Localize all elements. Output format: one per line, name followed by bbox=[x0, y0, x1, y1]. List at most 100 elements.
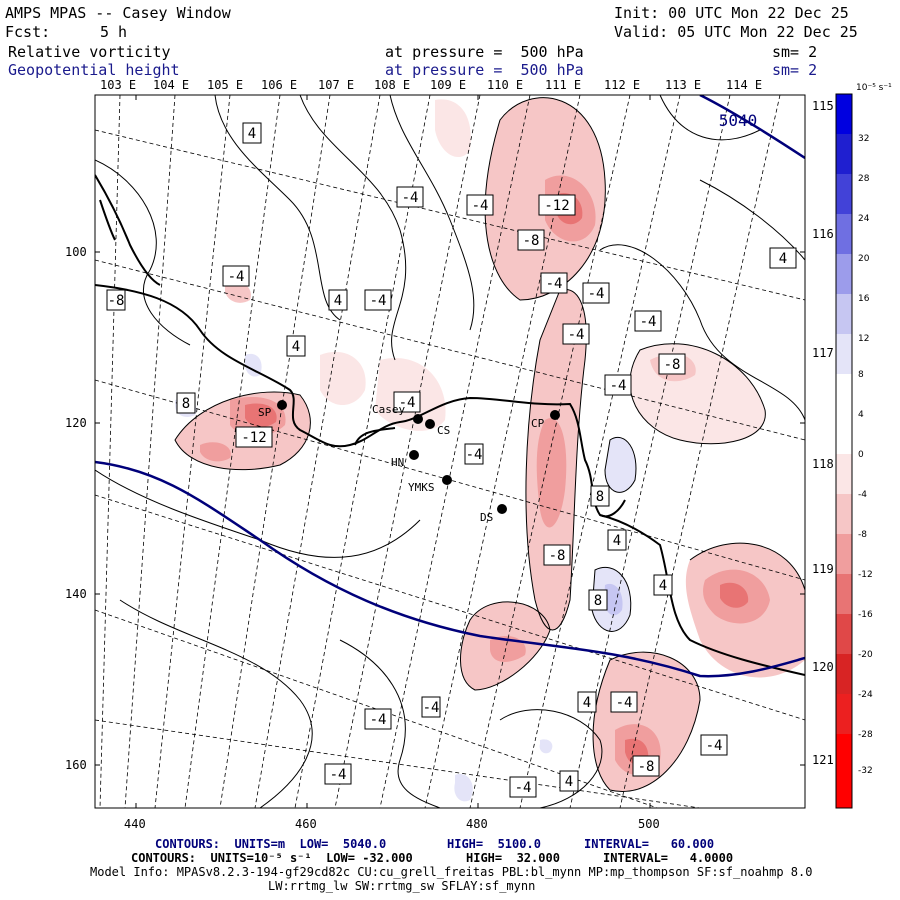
svg-text:-8: -8 bbox=[108, 293, 125, 309]
field2-smoothing: sm= 2 bbox=[772, 61, 818, 79]
colorbar bbox=[835, 93, 853, 809]
svg-text:8: 8 bbox=[596, 489, 604, 505]
coastline bbox=[95, 174, 805, 676]
field1-name: Relative vorticity bbox=[8, 43, 171, 61]
svg-text:-4: -4 bbox=[610, 378, 627, 394]
svg-text:HN: HN bbox=[391, 456, 404, 469]
colorbar-label: -8 bbox=[858, 530, 867, 540]
colorbar-label: -12 bbox=[858, 570, 873, 580]
colorbar-label: 20 bbox=[858, 254, 870, 264]
vort-label: -4 bbox=[393, 391, 421, 413]
map-plot-area: 4 -4 -4 -4 -12 -8 -4 -4 -4 4 -4 4 -4 -8 … bbox=[95, 95, 805, 808]
vort-label: -4 bbox=[396, 186, 424, 208]
vort-label: 4 bbox=[286, 335, 306, 357]
vort-label: -4 bbox=[466, 194, 494, 216]
geo-label: 5040 bbox=[719, 111, 758, 130]
field2-name: Geopotential height bbox=[8, 61, 180, 79]
station-cs[interactable]: CS bbox=[425, 419, 450, 437]
lon-label: 107 E bbox=[318, 78, 354, 92]
station-sp[interactable]: SP bbox=[258, 400, 287, 419]
svg-text:YMKS: YMKS bbox=[408, 481, 435, 494]
colorbar-label: 8 bbox=[858, 370, 864, 380]
latlon-grid bbox=[95, 95, 805, 808]
lon-label: 110 E bbox=[487, 78, 523, 92]
svg-text:-4: -4 bbox=[515, 780, 532, 796]
lon-label: 105 E bbox=[207, 78, 243, 92]
y-tick-label: 120 bbox=[65, 416, 87, 430]
lon-label: 104 E bbox=[153, 78, 189, 92]
vort-label: 4 bbox=[242, 122, 262, 144]
plot-frame bbox=[94, 94, 806, 809]
station-ymks[interactable]: YMKS bbox=[408, 475, 452, 494]
lon-label: 111 E bbox=[545, 78, 581, 92]
svg-text:-12: -12 bbox=[544, 198, 569, 214]
station-hn[interactable]: HN bbox=[391, 450, 419, 469]
svg-text:-12: -12 bbox=[241, 430, 266, 446]
vort-label: 8 bbox=[176, 392, 196, 414]
vort-label: 4 bbox=[607, 529, 627, 551]
vort-label: 4 bbox=[559, 770, 579, 792]
geopotential-contours bbox=[95, 95, 805, 678]
x-axis bbox=[135, 95, 651, 808]
vort-label: 4 bbox=[769, 247, 797, 269]
svg-text:-4: -4 bbox=[228, 269, 245, 285]
colorbar-label: -28 bbox=[858, 730, 873, 740]
vort-label: -8 bbox=[517, 229, 545, 251]
station-ds[interactable]: DS bbox=[480, 504, 507, 524]
colorbar-label: 16 bbox=[858, 294, 870, 304]
svg-text:-8: -8 bbox=[638, 759, 655, 775]
svg-text:SP: SP bbox=[258, 406, 272, 419]
colorbar-label: -20 bbox=[858, 650, 873, 660]
svg-text:-4: -4 bbox=[330, 767, 347, 783]
svg-text:4: 4 bbox=[613, 533, 621, 549]
vort-label: -8 bbox=[632, 755, 660, 777]
vort-label: -4 bbox=[222, 265, 250, 287]
svg-text:-4: -4 bbox=[423, 700, 440, 716]
footer-geo-high: HIGH= 5100.0 bbox=[447, 837, 541, 851]
svg-text:4: 4 bbox=[248, 126, 256, 142]
valid-time: Valid: 05 UTC Mon 22 Dec 25 bbox=[614, 23, 858, 41]
vort-label: 8 bbox=[588, 589, 608, 611]
vort-label: 4 bbox=[328, 289, 348, 311]
svg-text:CP: CP bbox=[531, 417, 545, 430]
vort-label: -12 bbox=[235, 426, 273, 448]
init-time: Init: 00 UTC Mon 22 Dec 25 bbox=[614, 4, 849, 22]
footer-vort-interval: INTERVAL= 4.0000 bbox=[603, 851, 734, 865]
field2-level: at pressure = 500 hPa bbox=[385, 61, 584, 79]
svg-text:-4: -4 bbox=[466, 447, 483, 463]
x-tick-label: 480 bbox=[466, 817, 488, 831]
footer-geo-interval: INTERVAL= 60.000 bbox=[584, 837, 715, 851]
station-cp[interactable]: CP bbox=[531, 410, 560, 430]
svg-text:4: 4 bbox=[659, 578, 667, 594]
svg-text:8: 8 bbox=[594, 593, 602, 609]
svg-text:-4: -4 bbox=[472, 198, 489, 214]
footer-vort-contours: CONTOURS: UNITS=10⁻⁵ s⁻¹ LOW= -32.000 bbox=[131, 851, 413, 865]
svg-text:-4: -4 bbox=[402, 190, 419, 206]
colorbar-label: 24 bbox=[858, 214, 870, 224]
svg-text:-4: -4 bbox=[640, 314, 657, 330]
lon-label: 112 E bbox=[604, 78, 640, 92]
svg-text:4: 4 bbox=[292, 339, 300, 355]
svg-text:-8: -8 bbox=[549, 548, 566, 564]
colorbar-label: 0 bbox=[858, 450, 864, 460]
vort-label: -4 bbox=[562, 323, 590, 345]
svg-text:-4: -4 bbox=[568, 327, 585, 343]
field1-level: at pressure = 500 hPa bbox=[385, 43, 584, 61]
lon-label: 113 E bbox=[665, 78, 701, 92]
colorbar-unit: 10⁻⁵ s⁻¹ bbox=[856, 83, 892, 93]
svg-text:5040: 5040 bbox=[719, 111, 758, 130]
svg-text:-8: -8 bbox=[664, 357, 681, 373]
vort-label: 8 bbox=[590, 485, 610, 507]
vort-label: -4 bbox=[509, 776, 537, 798]
svg-text:8: 8 bbox=[182, 396, 190, 412]
svg-text:4: 4 bbox=[565, 774, 573, 790]
map-title: AMPS MPAS -- Casey Window bbox=[5, 4, 231, 22]
vort-label: -12 bbox=[538, 194, 576, 216]
station-casey[interactable]: Casey bbox=[372, 403, 423, 424]
vort-label: 4 bbox=[653, 574, 673, 596]
lon-label: 106 E bbox=[261, 78, 297, 92]
x-tick-label: 460 bbox=[295, 817, 317, 831]
vort-label: -8 bbox=[106, 289, 126, 311]
svg-text:-4: -4 bbox=[706, 738, 723, 754]
